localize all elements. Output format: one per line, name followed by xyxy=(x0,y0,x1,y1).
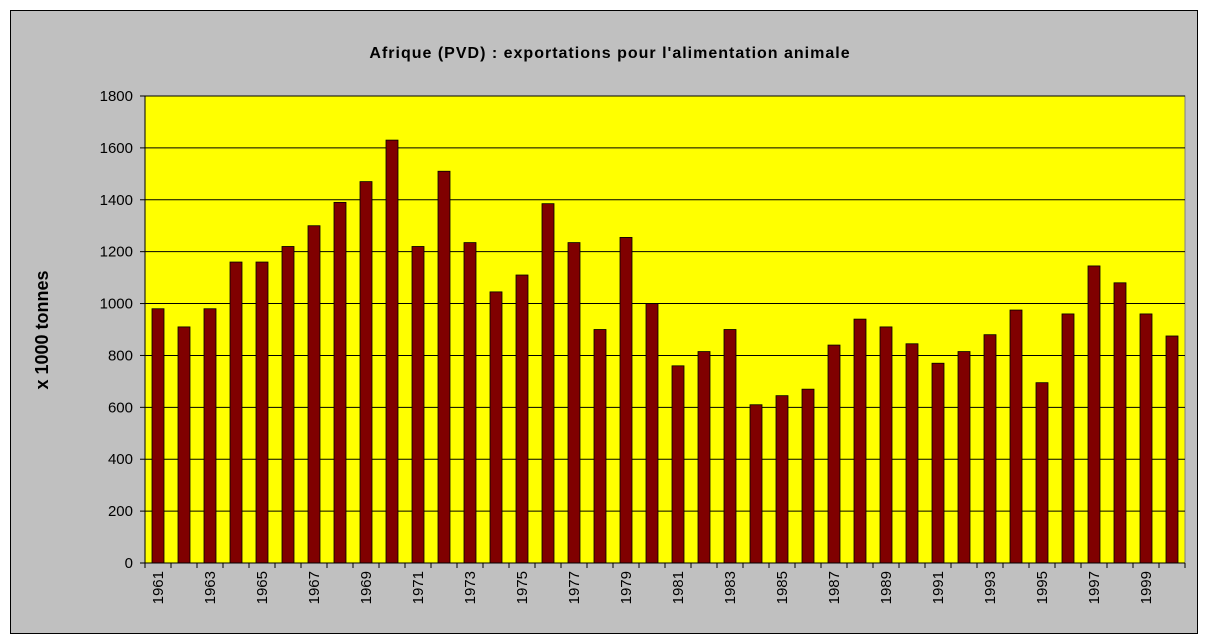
y-tick-label: 600 xyxy=(108,399,133,416)
bar xyxy=(983,334,997,564)
x-tick-label: 1983 xyxy=(722,571,739,604)
x-tick-label: 1987 xyxy=(826,571,843,604)
x-tick-label: 1973 xyxy=(462,571,479,604)
bar xyxy=(1009,309,1023,564)
bar xyxy=(307,225,321,564)
bar xyxy=(619,236,633,564)
x-tick-label: 1993 xyxy=(982,571,999,604)
x-tick-label: 1989 xyxy=(878,571,895,604)
x-tick-label: 1977 xyxy=(566,571,583,604)
bar xyxy=(593,329,607,564)
bar xyxy=(645,303,659,564)
bar xyxy=(255,261,269,564)
bar xyxy=(671,365,685,564)
bar xyxy=(879,326,893,564)
bar xyxy=(359,181,373,564)
chart-title: Afrique (PVD) : exportations pour l'alim… xyxy=(369,45,850,62)
bar xyxy=(853,318,867,564)
bar xyxy=(1139,313,1153,564)
bar xyxy=(827,344,841,564)
bar xyxy=(385,139,399,564)
bar xyxy=(1087,265,1101,564)
x-tick-label: 1981 xyxy=(670,571,687,604)
bar xyxy=(281,246,295,564)
y-tick-label: 200 xyxy=(108,503,133,520)
y-tick-label: 0 xyxy=(125,555,133,572)
bar xyxy=(411,246,425,564)
bar xyxy=(567,242,581,564)
x-tick-label: 1991 xyxy=(930,571,947,604)
bar xyxy=(749,404,763,564)
bar xyxy=(541,203,555,564)
y-tick-label: 1600 xyxy=(100,140,133,157)
bar xyxy=(931,362,945,564)
bar xyxy=(515,274,529,564)
x-tick-label: 1975 xyxy=(514,571,531,604)
bar xyxy=(203,308,217,564)
bar xyxy=(463,242,477,564)
y-tick-label: 1200 xyxy=(100,244,133,261)
y-tick-label: 1800 xyxy=(100,88,133,105)
bar xyxy=(775,395,789,564)
x-tick-label: 1999 xyxy=(1138,571,1155,604)
x-tick-label: 1967 xyxy=(306,571,323,604)
y-tick-label: 800 xyxy=(108,347,133,364)
bar xyxy=(1061,313,1075,564)
bar xyxy=(1113,282,1127,564)
bar xyxy=(229,261,243,564)
bar xyxy=(957,351,971,564)
bar xyxy=(437,170,451,564)
x-tick-label: 1985 xyxy=(774,571,791,604)
bar xyxy=(333,201,347,564)
x-tick-label: 1979 xyxy=(618,571,635,604)
bar xyxy=(697,351,711,564)
y-axis-label: x 1000 tonnes xyxy=(32,270,52,389)
x-tick-label: 1971 xyxy=(410,571,427,604)
x-tick-label: 1995 xyxy=(1034,571,1051,604)
y-tick-label: 400 xyxy=(108,451,133,468)
bar xyxy=(489,291,503,564)
y-tick-label: 1000 xyxy=(100,296,133,313)
x-tick-label: 1965 xyxy=(254,571,271,604)
bar xyxy=(177,326,191,564)
plot-area xyxy=(144,95,1186,564)
x-tick-label: 1961 xyxy=(150,571,167,604)
bar xyxy=(1165,335,1179,564)
bar xyxy=(151,308,165,564)
x-tick-label: 1963 xyxy=(202,571,219,604)
bar xyxy=(1035,382,1049,564)
bar xyxy=(723,329,737,564)
x-tick-label: 1997 xyxy=(1086,571,1103,604)
bar xyxy=(801,388,815,564)
x-tick-label: 1969 xyxy=(358,571,375,604)
bar xyxy=(905,343,919,564)
y-tick-label: 1400 xyxy=(100,192,133,209)
